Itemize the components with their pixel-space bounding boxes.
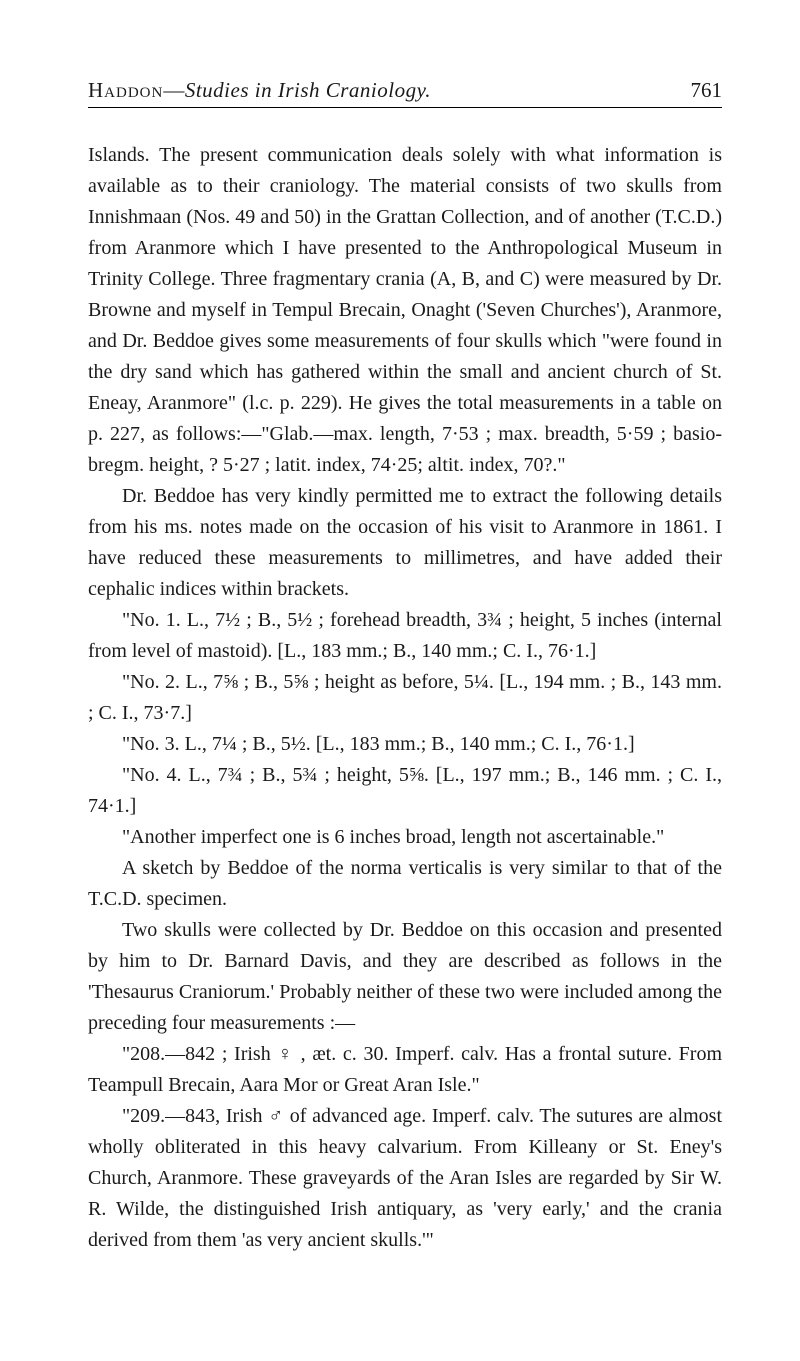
paragraph: "208.—842 ; Irish ♀ , æt. c. 30. Imperf.… [88, 1039, 722, 1101]
paragraph: "Another imperfect one is 6 inches broad… [88, 822, 722, 853]
paragraph: "No. 4. L., 7¾ ; B., 5¾ ; height, 5⅝. [L… [88, 760, 722, 822]
paragraph: Islands. The present communication deals… [88, 140, 722, 481]
header-separator: — [163, 78, 185, 102]
page-header: Haddon—Studies in Irish Craniology. 761 [88, 78, 722, 108]
paragraph: "No. 2. L., 7⅝ ; B., 5⅝ ; height as befo… [88, 667, 722, 729]
body-text: Islands. The present communication deals… [88, 140, 722, 1256]
paragraph: Dr. Beddoe has very kindly permitted me … [88, 481, 722, 605]
paragraph: "No. 1. L., 7½ ; B., 5½ ; forehead bread… [88, 605, 722, 667]
page-number: 761 [691, 78, 723, 103]
paragraph: A sketch by Beddoe of the norma vertical… [88, 853, 722, 915]
paragraph: Two skulls were collected by Dr. Beddoe … [88, 915, 722, 1039]
paragraph: "209.—843, Irish ♂ of advanced age. Impe… [88, 1101, 722, 1256]
header-author: Haddon [88, 78, 163, 102]
running-head: Haddon—Studies in Irish Craniology. [88, 78, 431, 103]
header-title: Studies in Irish Craniology. [185, 78, 431, 102]
page-container: Haddon—Studies in Irish Craniology. 761 … [88, 78, 722, 1256]
paragraph: "No. 3. L., 7¼ ; B., 5½. [L., 183 mm.; B… [88, 729, 722, 760]
